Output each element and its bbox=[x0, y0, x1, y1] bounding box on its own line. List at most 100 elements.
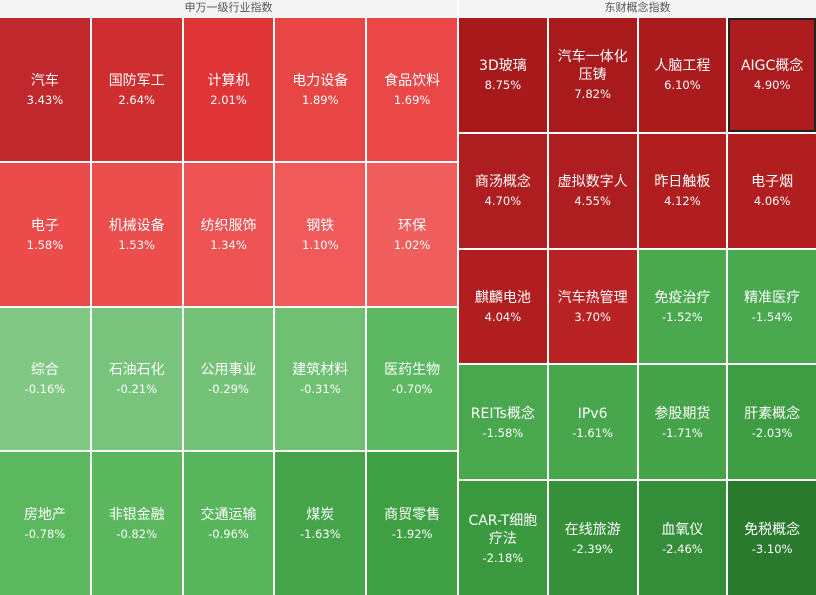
tile-change: 4.90% bbox=[753, 78, 791, 93]
tile[interactable]: 医药生物 -0.70% bbox=[367, 307, 457, 451]
tile[interactable]: 非银金融 -0.82% bbox=[91, 452, 182, 595]
tile[interactable]: 麒麟电池 4.04% bbox=[459, 249, 547, 364]
tile-change: -0.16% bbox=[24, 382, 66, 397]
tile-change: 2.64% bbox=[118, 92, 155, 107]
tile[interactable]: 计算机 2.01% bbox=[183, 18, 274, 161]
tile[interactable]: 钢铁 1.10% bbox=[275, 162, 366, 306]
tile[interactable]: 电力设备 1.89% bbox=[275, 18, 366, 161]
tile-change: 1.10% bbox=[302, 237, 339, 252]
tile[interactable]: 3D玻璃 8.75% bbox=[459, 18, 547, 132]
tile-change: -0.31% bbox=[299, 382, 341, 397]
tile[interactable]: 电子烟 4.06% bbox=[728, 133, 816, 248]
tile-change: -3.10% bbox=[751, 541, 793, 556]
tile-name: 房地产 bbox=[23, 507, 66, 524]
tile-name: 综合 bbox=[30, 362, 59, 379]
tile[interactable]: 房地产 -0.78% bbox=[0, 452, 90, 595]
tile-change: 4.70% bbox=[484, 194, 522, 209]
tile-change: -2.46% bbox=[662, 541, 703, 556]
tile[interactable]: 汽车一体化压铸 7.82% bbox=[548, 18, 637, 132]
tile[interactable]: 公用事业 -0.29% bbox=[183, 307, 274, 451]
tile-name: AIGC概念 bbox=[740, 58, 804, 75]
tile[interactable]: 汽车 3.43% bbox=[0, 18, 90, 161]
tile-change: 8.75% bbox=[484, 78, 522, 93]
tile[interactable]: 在线旅游 -2.39% bbox=[548, 481, 637, 595]
tile[interactable]: 综合 -0.16% bbox=[0, 307, 90, 451]
tile-name: 商贸零售 bbox=[384, 507, 441, 524]
tile[interactable]: 血氧仪 -2.46% bbox=[638, 481, 727, 595]
tile-change: 1.34% bbox=[210, 237, 247, 252]
tile-name: 参股期货 bbox=[654, 405, 711, 422]
tile[interactable]: 机械设备 1.53% bbox=[91, 162, 182, 306]
tile-change: 6.10% bbox=[664, 78, 701, 93]
tile-change: -1.61% bbox=[572, 425, 613, 440]
tile[interactable]: 电子 1.58% bbox=[0, 162, 90, 306]
tile-name: 食品饮料 bbox=[384, 72, 441, 89]
tile-change: 3.70% bbox=[574, 309, 611, 324]
tile[interactable]: 煤炭 -1.63% bbox=[275, 452, 366, 595]
tile[interactable]: 建筑材料 -0.31% bbox=[275, 307, 366, 451]
tile-name: 免疫治疗 bbox=[654, 289, 711, 306]
panel-title: 申万一级行业指数 bbox=[0, 0, 457, 18]
tile-name: REITs概念 bbox=[470, 405, 535, 422]
tile-name: 国防军工 bbox=[108, 72, 165, 89]
tile-name: 交通运输 bbox=[200, 507, 257, 524]
tile-name: IPv6 bbox=[577, 405, 608, 422]
tile[interactable]: 免疫治疗 -1.52% bbox=[638, 249, 727, 364]
tile[interactable]: 交通运输 -0.96% bbox=[183, 452, 274, 595]
tile[interactable]: 商贸零售 -1.92% bbox=[367, 452, 457, 595]
tile-name: 公用事业 bbox=[200, 362, 257, 379]
tile-change: -1.52% bbox=[662, 309, 703, 324]
tile[interactable]: REITs概念 -1.58% bbox=[459, 365, 547, 480]
tile[interactable]: 肝素概念 -2.03% bbox=[728, 365, 816, 480]
tile-change: -0.78% bbox=[24, 527, 66, 542]
tile[interactable]: 纺织服饰 1.34% bbox=[183, 162, 274, 306]
tile[interactable]: 人脑工程 6.10% bbox=[638, 18, 727, 132]
tile-name: 商汤概念 bbox=[474, 174, 531, 191]
tile-change: 2.01% bbox=[210, 92, 247, 107]
tile-name: 汽车 bbox=[30, 72, 59, 89]
tile-name: 免税概念 bbox=[744, 521, 801, 538]
tile-change: -1.54% bbox=[751, 309, 793, 324]
tile[interactable]: 精准医疗 -1.54% bbox=[728, 249, 816, 364]
tile-name: 电子烟 bbox=[751, 174, 794, 191]
tile[interactable]: CAR-T细胞疗法 -2.18% bbox=[459, 481, 547, 595]
tile-name: 机械设备 bbox=[108, 217, 165, 234]
tile-name: 环保 bbox=[398, 217, 427, 234]
tile-name: 电子 bbox=[30, 217, 59, 234]
panel: 东财概念指数 3D玻璃 8.75% 汽车一体化压铸 7.82% 人脑工程 6.10% AIGC… bbox=[459, 0, 816, 595]
tile[interactable]: 环保 1.02% bbox=[367, 162, 457, 306]
tile-name: 3D玻璃 bbox=[479, 58, 527, 75]
tile[interactable]: 昨日触板 4.12% bbox=[638, 133, 727, 248]
tile[interactable]: 石油石化 -0.21% bbox=[91, 307, 182, 451]
tile[interactable]: 免税概念 -3.10% bbox=[728, 481, 816, 595]
tile-name: 纺织服饰 bbox=[200, 217, 257, 234]
tile-change: -2.39% bbox=[572, 541, 613, 556]
tile-name: 煤炭 bbox=[306, 507, 335, 524]
tile[interactable]: 虚拟数字人 4.55% bbox=[548, 133, 637, 248]
tile-change: -0.70% bbox=[391, 382, 433, 397]
tile-grid: 汽车 3.43% 国防军工 2.64% 计算机 2.01% 电力设备 1.89% 食品饮料 1.6… bbox=[0, 18, 457, 595]
tile-name: 建筑材料 bbox=[292, 362, 349, 379]
tile-name: 人脑工程 bbox=[654, 58, 711, 75]
tile[interactable]: 国防军工 2.64% bbox=[91, 18, 182, 161]
tile-change: 1.69% bbox=[393, 92, 431, 107]
tile-name: 汽车热管理 bbox=[557, 289, 628, 306]
tile-change: 1.58% bbox=[26, 237, 64, 252]
tile-change: -0.21% bbox=[116, 382, 158, 397]
tile[interactable]: AIGC概念 4.90% bbox=[728, 18, 816, 132]
tile[interactable]: 食品饮料 1.69% bbox=[367, 18, 457, 161]
tile[interactable]: 参股期货 -1.71% bbox=[638, 365, 727, 480]
tile-name: 血氧仪 bbox=[661, 521, 704, 538]
tile-change: 4.04% bbox=[484, 309, 522, 324]
panel-title: 东财概念指数 bbox=[459, 0, 816, 18]
tile-name: 石油石化 bbox=[108, 362, 165, 379]
tile[interactable]: 商汤概念 4.70% bbox=[459, 133, 547, 248]
tile-name: 电力设备 bbox=[292, 72, 349, 89]
tile[interactable]: IPv6 -1.61% bbox=[548, 365, 637, 480]
tile-change: 1.53% bbox=[118, 237, 155, 252]
tile-grid: 3D玻璃 8.75% 汽车一体化压铸 7.82% 人脑工程 6.10% AIGC概念 4.90… bbox=[459, 18, 816, 595]
tile-change: 3.43% bbox=[26, 92, 64, 107]
tile[interactable]: 汽车热管理 3.70% bbox=[548, 249, 637, 364]
